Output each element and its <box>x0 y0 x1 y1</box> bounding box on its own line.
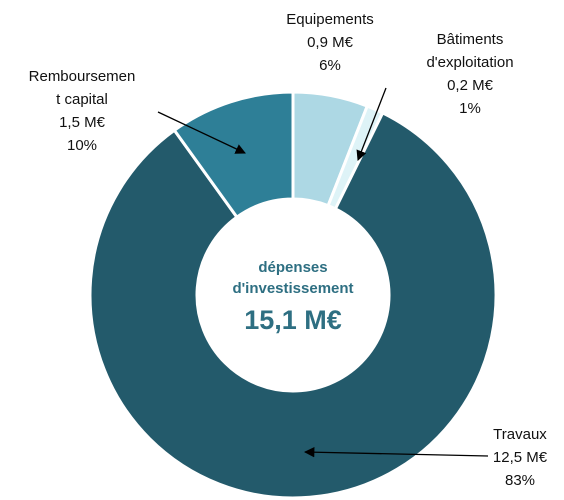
share-label: 83% <box>505 472 535 489</box>
total-label: 15,1 M€ <box>244 305 342 335</box>
value-label: 12,5 M€ <box>493 449 548 466</box>
slices <box>88 90 498 500</box>
slice <box>88 110 498 500</box>
arrow <box>303 447 489 458</box>
center-label: d'investissement <box>232 280 353 297</box>
slice-label: d'exploitation <box>426 54 513 71</box>
share-label: 1% <box>459 100 481 117</box>
arrow <box>157 111 246 154</box>
center-label: dépenses <box>258 259 327 276</box>
share-label: 10% <box>67 137 97 154</box>
slice-label: Travaux <box>493 426 547 443</box>
slice-label: Equipements <box>286 11 374 28</box>
slice-label: Remboursemen <box>29 68 136 85</box>
value-label: 0,9 M€ <box>307 34 354 51</box>
slice <box>172 90 295 220</box>
value-label: 0,2 M€ <box>447 77 494 94</box>
arrow <box>356 87 387 161</box>
slice-label: t capital <box>56 91 108 108</box>
share-label: 6% <box>319 57 341 74</box>
value-label: 1,5 M€ <box>59 114 106 131</box>
slice-label: Bâtiments <box>437 31 504 48</box>
